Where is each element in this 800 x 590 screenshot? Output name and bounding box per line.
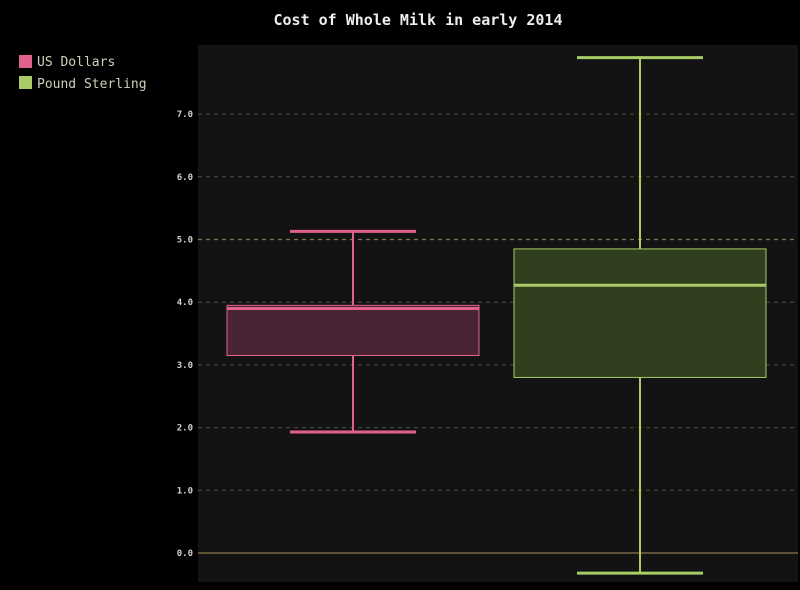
y-tick-label-4.0: 4.0 — [177, 298, 193, 308]
y-axis: 0.0 1.0 2.0 3.0 4.0 5.0 6.0 7.0 — [177, 110, 193, 559]
y-tick-label-7.0: 7.0 — [177, 110, 193, 120]
legend-swatch-pound-sterling — [19, 76, 32, 89]
box-pound-sterling — [513, 56, 767, 575]
box-iqr-pound-sterling — [513, 248, 767, 378]
box-us-dollars — [226, 229, 480, 434]
legend: US Dollars Pound Sterling — [19, 55, 147, 92]
y-tick-label-0.0: 0.0 — [177, 549, 193, 559]
y-tick-label-2.0: 2.0 — [177, 424, 193, 434]
legend-swatch-us-dollars — [19, 55, 32, 68]
y-tick-label-6.0: 6.0 — [177, 173, 193, 183]
box-iqr-us-dollars — [226, 304, 480, 356]
legend-item-pound-sterling: Pound Sterling — [19, 76, 147, 92]
y-tick-label-1.0: 1.0 — [177, 486, 193, 496]
legend-label-pound-sterling: Pound Sterling — [37, 77, 147, 92]
legend-label-us-dollars: US Dollars — [37, 55, 115, 70]
y-tick-label-5.0: 5.0 — [177, 236, 193, 246]
y-tick-label-3.0: 3.0 — [177, 361, 193, 371]
grid — [198, 113, 798, 554]
box-series — [226, 56, 767, 575]
legend-item-us-dollars: US Dollars — [19, 55, 115, 70]
chart-title: Cost of Whole Milk in early 2014 — [274, 11, 563, 29]
